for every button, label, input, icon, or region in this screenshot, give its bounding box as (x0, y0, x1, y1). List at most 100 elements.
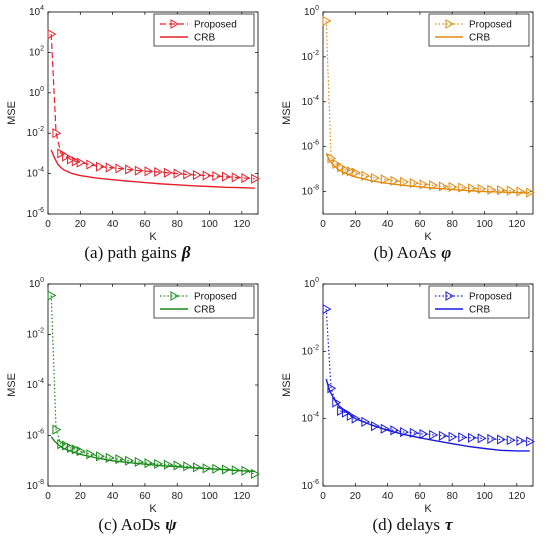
proposed-marker (105, 452, 115, 463)
x-tick-label: 20 (75, 491, 87, 502)
proposed-marker (409, 427, 419, 438)
x-axis-label: K (424, 503, 432, 515)
x-tick-label: 80 (172, 219, 184, 230)
subplot-path-gains: 0 20 40 60 80 100 120 10-6 10-4 10-2 100 102 104 K MSE… (0, 0, 275, 272)
proposed-marker (337, 405, 346, 416)
y-axis-label: MSE (281, 101, 293, 125)
proposed-marker (115, 163, 125, 174)
legend-proposed-marker (445, 291, 455, 301)
x-tick-label: 120 (234, 491, 251, 502)
y-axis-label: MSE (6, 373, 18, 397)
proposed-marker (429, 429, 439, 440)
proposed-marker (183, 169, 193, 180)
caption-symbol: β (181, 243, 191, 262)
proposed-marker (251, 173, 260, 184)
proposed-marker (47, 29, 57, 40)
proposed-marker (526, 187, 535, 198)
y-tick-label: 100 (304, 277, 319, 290)
proposed-marker (144, 166, 154, 177)
proposed-marker (52, 128, 62, 139)
proposed-marker (458, 432, 468, 443)
x-tick-label: 40 (382, 491, 394, 502)
proposed-marker (202, 463, 212, 474)
caption-symbol: τ (444, 515, 453, 534)
proposed-marker (192, 169, 202, 181)
proposed-marker (361, 416, 371, 427)
x-axis-label: K (149, 503, 157, 515)
proposed-marker (380, 423, 390, 434)
proposed-marker (71, 156, 81, 167)
legend-proposed-label: Proposed (469, 292, 512, 303)
proposed-marker (241, 465, 251, 476)
x-tick-label: 20 (350, 491, 362, 502)
y-tick-label: 10-8 (27, 479, 44, 492)
proposed-marker (516, 435, 526, 446)
legend-crb-label: CRB (469, 305, 490, 316)
proposed-marker (231, 172, 241, 183)
caption-symbol: ψ (165, 515, 177, 534)
chart-aoas: 0 20 40 60 80 100 120 10-8 10-6 10-4 10-2 100 K MSE Pr… (281, 5, 535, 243)
proposed-marker (76, 157, 86, 168)
x-tick-label: 0 (320, 219, 326, 230)
legend-crb-label: CRB (469, 33, 490, 44)
proposed-marker (467, 432, 477, 443)
y-tick-label: 10-4 (27, 378, 44, 391)
y-tick-label: 10-2 (302, 344, 319, 357)
proposed-marker (526, 436, 535, 447)
proposed-marker (96, 161, 105, 172)
subplot-delays: 0 20 40 60 80 100 120 10-6 10-4 10-2 100 K MSE Propos… (275, 272, 550, 544)
proposed-marker (202, 170, 212, 181)
proposed-marker (66, 442, 76, 454)
proposed-marker (96, 451, 105, 462)
legend-crb-label: CRB (194, 305, 215, 316)
caption-symbol: φ (441, 243, 452, 262)
x-tick-label: 120 (509, 219, 526, 230)
proposed-marker (448, 431, 458, 442)
proposed-marker (241, 173, 251, 184)
proposed-marker (62, 151, 71, 162)
caption-path-gains: (a) path gains β (0, 243, 275, 263)
caption-aods: (c) AoDs ψ (0, 515, 275, 535)
legend-proposed-label: Proposed (194, 292, 237, 303)
proposed-marker (183, 461, 193, 472)
crb-line (50, 149, 255, 189)
proposed-marker (57, 148, 67, 159)
y-tick-label: 100 (29, 86, 44, 99)
proposed-marker (173, 460, 183, 471)
x-tick-label: 80 (447, 219, 459, 230)
y-tick-label: 10-6 (27, 429, 44, 442)
caption-text: (c) AoDs (98, 515, 161, 534)
caption-delays: (d) delays τ (275, 515, 550, 535)
legend-proposed-marker (170, 19, 180, 29)
proposed-marker (448, 181, 458, 193)
proposed-marker (419, 428, 429, 440)
x-tick-label: 0 (45, 219, 51, 230)
subplot-aoas: 0 20 40 60 80 100 120 10-8 10-6 10-4 10-2 100 K MSE Pr… (275, 0, 550, 272)
proposed-marker (212, 463, 222, 474)
proposed-marker (419, 179, 429, 190)
x-tick-label: 80 (447, 491, 459, 502)
legend-proposed-marker (170, 291, 180, 301)
proposed-marker (409, 177, 419, 189)
proposed-marker (327, 383, 337, 394)
proposed-marker (62, 440, 71, 451)
proposed-marker (105, 162, 115, 173)
caption-text: (a) path gains (84, 243, 177, 262)
x-axis-label: K (149, 231, 157, 243)
proposed-marker (66, 154, 76, 165)
x-tick-label: 20 (75, 219, 87, 230)
x-tick-label: 100 (476, 219, 493, 230)
y-tick-label: 10-6 (302, 479, 319, 492)
proposed-marker (144, 458, 154, 469)
y-tick-label: 100 (29, 277, 44, 290)
x-tick-label: 0 (45, 491, 51, 502)
proposed-marker (429, 180, 439, 191)
proposed-marker (506, 185, 516, 196)
proposed-marker (346, 410, 356, 422)
caption-aoas: (b) AoAs φ (275, 243, 550, 263)
y-tick-label: 10-2 (27, 328, 44, 341)
legend-proposed-marker (445, 19, 455, 29)
proposed-marker (351, 413, 361, 424)
proposed-marker (487, 433, 497, 444)
